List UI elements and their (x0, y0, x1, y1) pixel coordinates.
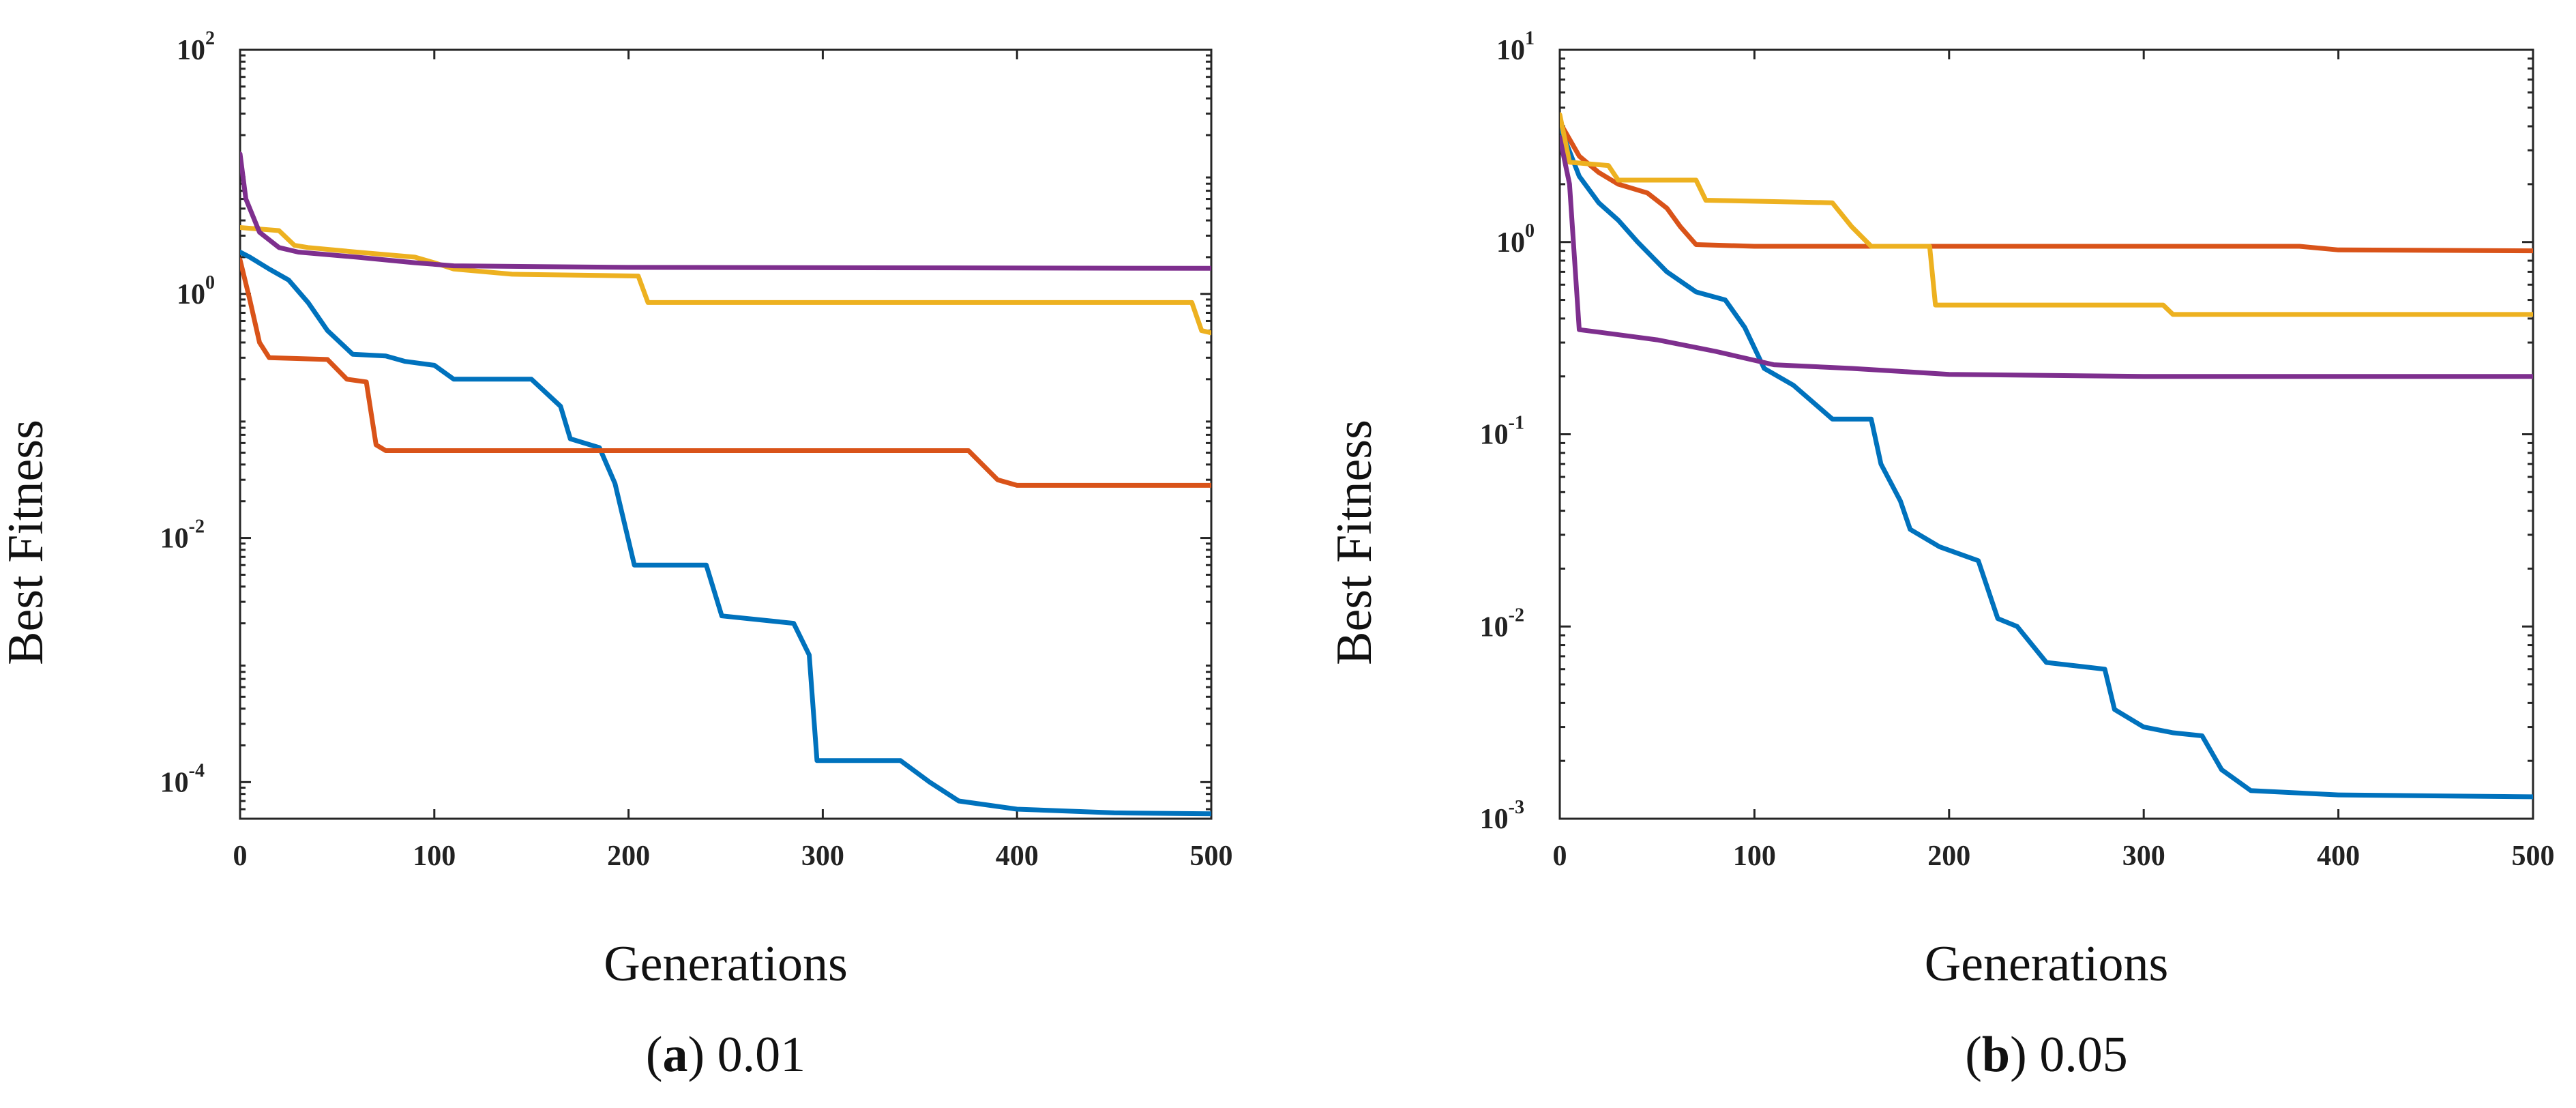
y-tick-label: 10-1 (1480, 413, 1524, 451)
series-line-blue (240, 250, 1211, 817)
y-tick-label: 102 (177, 28, 215, 66)
series-line-orange (1560, 119, 2533, 254)
y-tick-label: 100 (177, 272, 215, 310)
y-tick-label: 10-2 (1480, 604, 1524, 643)
panel-caption: (a) 0.01 (646, 1027, 805, 1083)
x-tick-label: 500 (1190, 841, 1233, 872)
series-line-purple (1560, 135, 2533, 379)
y-tick-label: 100 (1496, 220, 1535, 259)
chart-panel-a: 0 100 200 300 400 500 102 100 10-2 10-4 Best Fitne… (0, 28, 1233, 1083)
series-group (240, 151, 1211, 817)
x-tick-label: 500 (2512, 841, 2555, 872)
x-tick-label: 200 (607, 841, 650, 872)
x-tick-label: 100 (1733, 841, 1776, 872)
series-line-yellow (1560, 112, 2533, 317)
y-axis-label: Best Fitness (0, 420, 54, 665)
series-line-blue (1560, 123, 2533, 800)
x-axis-label: Generations (1925, 936, 2169, 992)
panel-caption: (b) 0.05 (1965, 1027, 2127, 1083)
series-line-yellow (240, 225, 1211, 336)
x-tick-label: 0 (233, 841, 248, 872)
x-axis-label: Generations (604, 936, 848, 992)
x-tick-label: 300 (801, 841, 844, 872)
plot-frame (239, 48, 1213, 820)
plot-frame (1558, 48, 2534, 820)
y-tick-label: 101 (1496, 28, 1535, 66)
x-tick-label: 0 (1553, 841, 1567, 872)
series-line-orange (240, 257, 1211, 488)
x-tick-label: 300 (2122, 841, 2165, 872)
x-tick-label: 400 (2317, 841, 2360, 872)
y-axis-label: Best Fitness (1327, 420, 1382, 665)
x-tick-label: 100 (413, 841, 456, 872)
x-tick-label: 400 (996, 841, 1039, 872)
y-tick-label: 10-3 (1480, 797, 1524, 835)
y-tick-label: 10-4 (160, 760, 205, 798)
series-line-purple (240, 151, 1211, 271)
y-tick-label: 10-2 (160, 516, 205, 555)
x-tick-label: 200 (1927, 841, 1970, 872)
series-group (1560, 112, 2533, 800)
chart-panel-b: 0 100 200 300 400 500 101 100 10-1 10-2 10-3 Best F… (1327, 28, 2555, 1083)
